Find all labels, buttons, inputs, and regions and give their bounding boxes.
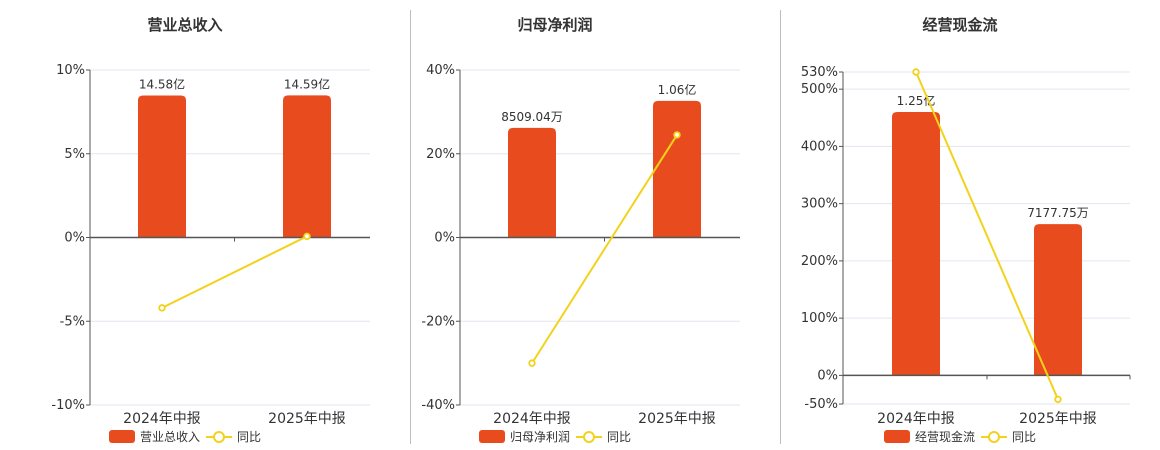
chart-legend: 归母净利润 同比 <box>370 428 740 445</box>
legend-label: 营业总收入 <box>139 430 200 444</box>
chart-panel-net-profit: 归母净利润 40% 20% 0% -20% -40% 8509.04万 1.06亿 2024年… <box>370 0 740 450</box>
y-tick-label: -5% <box>60 314 85 329</box>
bar <box>892 112 940 376</box>
bar-data-label: 8509.04万 <box>501 110 563 124</box>
chart-panel-revenue: 营业总收入 10% 5% 0% -5% -10% 14.58亿 14.59亿 2024年中报 2… <box>0 0 370 450</box>
chart-plot: 530% 500% 400% 300% 200% 100% 0% -50% 1.25亿 7177.… <box>801 65 1131 427</box>
panel-divider <box>410 10 411 444</box>
yoy-point <box>912 68 920 76</box>
bar <box>508 127 556 238</box>
legend-line-swatch <box>206 430 232 443</box>
x-tick-label: 2025年中报 <box>1019 411 1097 427</box>
y-tick-label: 200% <box>801 254 838 269</box>
y-tick-label: 40% <box>426 63 455 78</box>
y-tick-label: 0% <box>64 231 85 246</box>
y-tick-label: 5% <box>64 147 85 162</box>
legend-bar-swatch <box>478 430 505 443</box>
legend-item-line[interactable]: 同比 <box>206 428 261 445</box>
yoy-line <box>531 134 678 364</box>
legend-label: 同比 <box>1012 430 1037 444</box>
y-tick-label: -10% <box>51 398 85 413</box>
chart-panel-cash-flow: 经营现金流 530% 500% 400% 300% 200% 100% 0% -50% 1.25… <box>775 0 1145 450</box>
chart-plot: 10% 5% 0% -5% -10% 14.58亿 14.59亿 2024年中报 2025年中报 <box>51 63 370 427</box>
legend-line-swatch <box>576 430 602 443</box>
y-tick-label: -40% <box>421 398 455 413</box>
legend-item-bar[interactable]: 归母净利润 <box>478 428 570 445</box>
x-tick-label: 2025年中报 <box>268 411 346 427</box>
panel-divider <box>780 10 781 444</box>
legend-label: 同比 <box>607 430 632 444</box>
legend-label: 归母净利润 <box>509 430 570 444</box>
y-tick-label: -50% <box>804 397 838 412</box>
y-tick-label: 0% <box>434 231 455 246</box>
y-tick-label: 500% <box>801 82 838 97</box>
legend-item-bar[interactable]: 营业总收入 <box>108 428 200 445</box>
bar <box>283 95 331 238</box>
legend-item-line[interactable]: 同比 <box>576 428 631 445</box>
yoy-point <box>528 359 536 367</box>
bar <box>653 100 701 238</box>
legend-label: 经营现金流 <box>914 430 975 444</box>
legend-label: 同比 <box>237 430 262 444</box>
legend-item-line[interactable]: 同比 <box>981 428 1036 445</box>
y-tick-label: 10% <box>56 63 85 78</box>
bar-data-label: 1.06亿 <box>658 82 697 97</box>
chart-legend: 经营现金流 同比 <box>775 428 1145 445</box>
legend-bar-swatch <box>883 430 910 443</box>
x-tick-label: 2024年中报 <box>123 411 201 427</box>
chart-title: 营业总收入 <box>147 16 223 34</box>
yoy-point <box>673 131 681 139</box>
yoy-line <box>161 235 308 309</box>
y-tick-label: 20% <box>426 147 455 162</box>
legend-line-swatch <box>981 430 1007 443</box>
x-tick-label: 2025年中报 <box>638 411 716 427</box>
yoy-point <box>158 304 166 312</box>
y-tick-label: 530% <box>801 65 838 80</box>
y-tick-label: 0% <box>817 368 838 383</box>
y-tick-label: 400% <box>801 139 838 154</box>
bar <box>138 95 186 238</box>
bar-data-label: 14.58亿 <box>139 77 185 92</box>
yoy-point <box>303 232 311 241</box>
bar <box>1034 224 1082 376</box>
bar-data-label: 7177.75万 <box>1027 206 1089 220</box>
bar-data-label: 14.59亿 <box>284 76 330 91</box>
yoy-point <box>1054 395 1062 404</box>
chart-legend: 营业总收入 同比 <box>0 428 370 445</box>
legend-bar-swatch <box>108 430 135 443</box>
y-tick-label: 100% <box>801 311 838 326</box>
chart-title: 经营现金流 <box>922 16 998 34</box>
yoy-line <box>915 71 1059 400</box>
y-tick-label: 300% <box>801 197 838 212</box>
legend-item-bar[interactable]: 经营现金流 <box>883 428 975 445</box>
bar-data-label: 1.25亿 <box>897 93 936 108</box>
x-tick-label: 2024年中报 <box>493 411 571 427</box>
y-tick-label: -20% <box>421 314 455 329</box>
chart-title: 归母净利润 <box>517 16 593 34</box>
chart-plot: 40% 20% 0% -20% -40% 8509.04万 1.06亿 2024年中报 2025… <box>421 63 740 427</box>
x-tick-label: 2024年中报 <box>877 411 955 427</box>
